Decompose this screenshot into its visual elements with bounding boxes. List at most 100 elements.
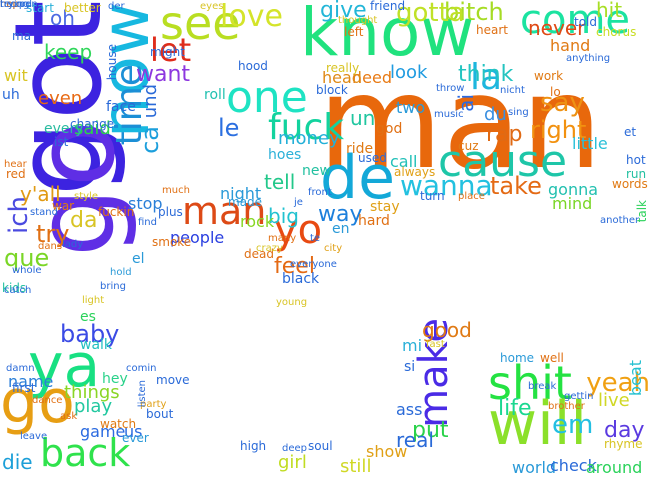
word: much bbox=[162, 185, 190, 196]
word: see bbox=[160, 0, 241, 50]
word: comin bbox=[126, 363, 157, 374]
word: style bbox=[74, 191, 98, 202]
word: crazy bbox=[256, 243, 283, 254]
word: one bbox=[226, 72, 308, 123]
word: roll bbox=[204, 87, 226, 103]
word: y'all bbox=[20, 182, 61, 206]
word: beat bbox=[626, 360, 645, 397]
word: world bbox=[512, 458, 557, 477]
word: un bbox=[350, 106, 376, 130]
word: fuck bbox=[268, 107, 345, 148]
word: hard bbox=[358, 213, 390, 229]
word: girl bbox=[278, 452, 307, 473]
word: say bbox=[540, 88, 585, 118]
word: thought bbox=[338, 15, 378, 26]
word: work bbox=[534, 69, 564, 83]
word: wanna bbox=[400, 169, 493, 202]
word: life bbox=[498, 396, 532, 421]
word: many bbox=[268, 233, 297, 244]
word: die bbox=[2, 450, 33, 474]
word: la bbox=[470, 57, 503, 98]
word: trying bbox=[0, 0, 30, 10]
word: need bbox=[352, 68, 392, 87]
word: run bbox=[626, 167, 647, 181]
word: es bbox=[80, 309, 96, 325]
word: bout bbox=[146, 407, 174, 421]
word: check bbox=[550, 456, 597, 475]
word: catch bbox=[4, 285, 32, 296]
word: gettin bbox=[564, 391, 594, 402]
word: ist bbox=[54, 135, 69, 149]
word: play bbox=[74, 396, 113, 417]
word: go bbox=[0, 367, 75, 437]
word: shit bbox=[488, 356, 572, 410]
word: ass bbox=[396, 400, 423, 419]
word: find bbox=[138, 217, 157, 228]
word: baby bbox=[60, 320, 120, 348]
word: show bbox=[366, 442, 408, 461]
word: fuckin bbox=[98, 205, 135, 219]
word: love bbox=[220, 0, 283, 34]
word: face bbox=[106, 99, 136, 115]
word: people bbox=[170, 228, 225, 247]
word: hood bbox=[238, 59, 268, 73]
word: money bbox=[278, 128, 340, 149]
word: kids bbox=[2, 281, 27, 295]
word: head bbox=[322, 68, 362, 87]
word: made bbox=[228, 195, 263, 209]
word: heart bbox=[476, 23, 508, 37]
word: red bbox=[6, 167, 26, 181]
word: happen bbox=[0, 0, 38, 10]
word: try bbox=[36, 220, 70, 248]
word: feel bbox=[274, 254, 315, 279]
word: way bbox=[318, 202, 363, 227]
word: around bbox=[586, 458, 643, 477]
word: really bbox=[326, 61, 360, 75]
word: big bbox=[268, 204, 299, 228]
word: stay bbox=[370, 199, 400, 215]
word: hear bbox=[4, 159, 27, 170]
word: oh bbox=[50, 6, 75, 30]
word: young bbox=[276, 297, 308, 308]
word: every bbox=[44, 121, 84, 137]
word: hold bbox=[110, 267, 132, 278]
word: put bbox=[412, 418, 449, 443]
word: si bbox=[404, 359, 416, 375]
word: wit bbox=[4, 66, 28, 85]
word: rap bbox=[486, 122, 523, 147]
word: words bbox=[612, 177, 648, 191]
word: things bbox=[64, 382, 120, 403]
word: hop bbox=[0, 0, 19, 10]
word: lo bbox=[550, 85, 561, 99]
word: game bbox=[80, 422, 126, 441]
word: fast bbox=[426, 339, 445, 350]
word: never bbox=[528, 16, 586, 40]
word: friend bbox=[370, 0, 406, 13]
word: us bbox=[124, 422, 143, 441]
word: well bbox=[540, 351, 564, 365]
word: man bbox=[318, 49, 603, 198]
word: ca bbox=[136, 126, 164, 154]
word: stop bbox=[128, 194, 163, 213]
word: let bbox=[150, 31, 192, 69]
word: ask bbox=[60, 411, 78, 422]
word: war bbox=[52, 199, 75, 213]
word: block bbox=[316, 83, 348, 97]
word: take bbox=[490, 172, 542, 200]
word: hand bbox=[550, 36, 591, 55]
word: dance bbox=[32, 395, 63, 406]
word: right bbox=[530, 116, 587, 144]
word: walk bbox=[80, 337, 113, 353]
word: little bbox=[572, 134, 608, 153]
word: watch bbox=[100, 417, 137, 431]
word: place bbox=[458, 191, 485, 202]
word: yeah bbox=[586, 368, 650, 398]
word: brother bbox=[548, 401, 585, 412]
word: gonna bbox=[548, 180, 599, 199]
word: bring bbox=[100, 281, 126, 292]
word: start bbox=[26, 1, 54, 15]
word: uh bbox=[2, 87, 20, 103]
word: leave bbox=[20, 431, 48, 442]
word: da bbox=[70, 208, 98, 233]
word: two bbox=[396, 98, 426, 117]
